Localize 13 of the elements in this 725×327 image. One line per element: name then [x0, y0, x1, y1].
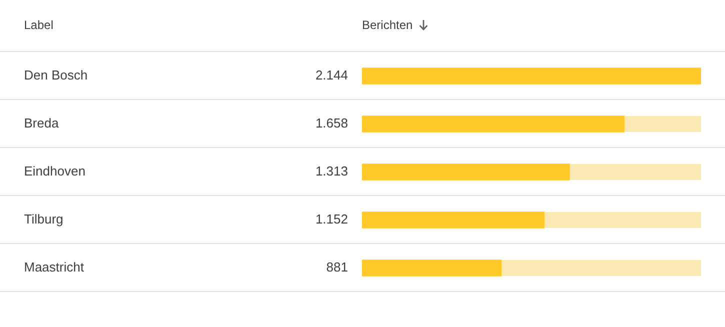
x-axis-title: Berichten [362, 18, 413, 32]
bar [362, 68, 701, 84]
data-label: 2.144 [315, 68, 348, 83]
data-label: 881 [326, 260, 348, 275]
data-label: 1.313 [315, 164, 348, 179]
y-tick-label: Breda [24, 116, 60, 131]
y-axis-title: Label [24, 18, 54, 32]
data-label: 1.658 [315, 116, 348, 131]
y-tick-label: Tilburg [24, 212, 64, 227]
data-label: 1.152 [315, 212, 348, 227]
y-tick-label: Maastricht [24, 260, 84, 275]
y-tick-label: Eindhoven [24, 164, 86, 179]
y-tick-label: Den Bosch [24, 68, 88, 83]
